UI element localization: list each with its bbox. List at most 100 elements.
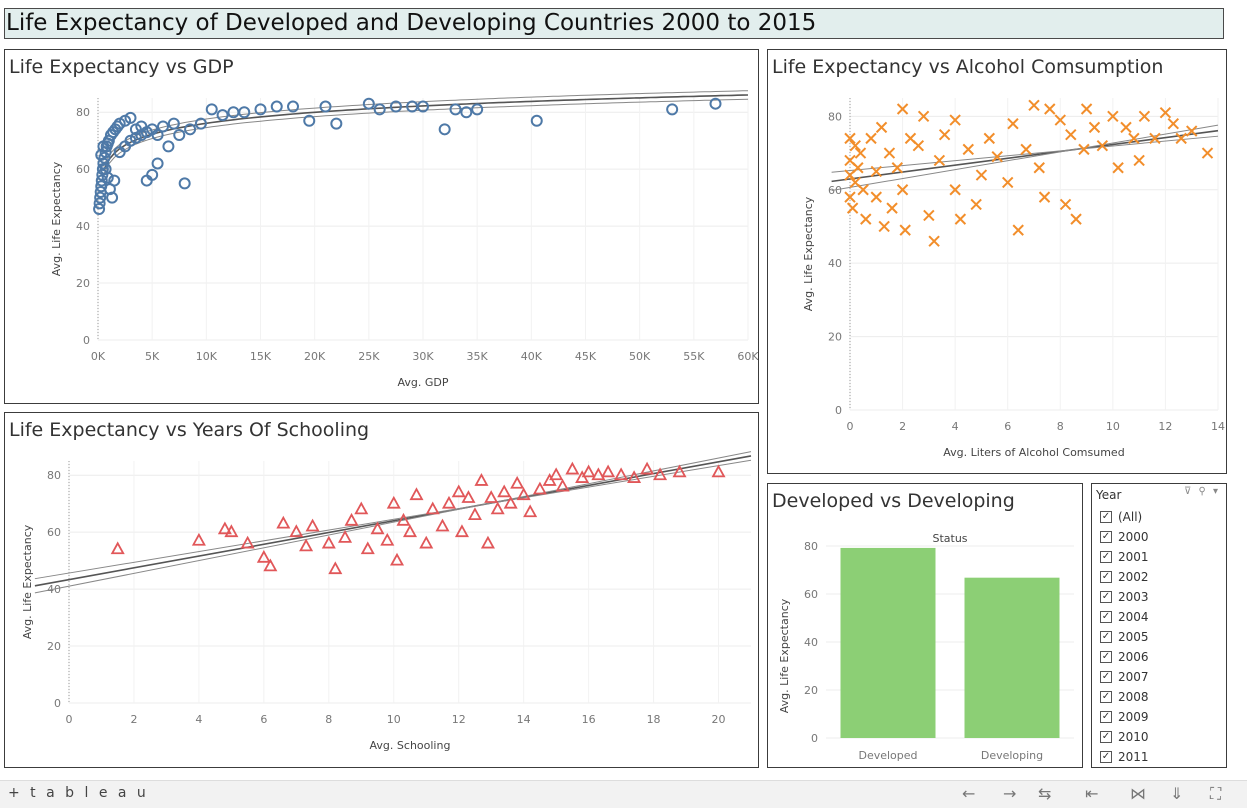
schooling-chart-panel[interactable]: Life Expectancy vs Years Of Schooling 0 2… (4, 412, 759, 768)
data-point (653, 467, 668, 481)
fullscreen-icon[interactable]: ⛶ (1210, 784, 1222, 803)
data-point (970, 198, 982, 211)
year-filter-option[interactable]: ✓ 2003 (1100, 588, 1149, 606)
y-tick-label: 0 (83, 334, 90, 347)
data-point (389, 552, 405, 566)
checkbox-checked-icon[interactable]: ✓ (1100, 591, 1112, 603)
data-point (328, 561, 343, 575)
data-point (591, 467, 606, 481)
status-chart-title: Developed vs Developing (772, 490, 1015, 512)
data-point (852, 162, 864, 174)
redo-icon[interactable]: → (1003, 784, 1017, 803)
data-point (217, 521, 232, 535)
x-tick-label: 14 (1211, 420, 1225, 433)
data-point (417, 100, 429, 113)
data-point (1175, 132, 1187, 145)
gdp-chart[interactable]: 0 20 40 60 80 0K 5K 10K 15K 20K 25K 30K 35K 40K 45K 50K… (5, 50, 758, 403)
checkbox-checked-icon[interactable]: ✓ (1100, 611, 1112, 623)
data-point (321, 535, 336, 549)
year-filter-option[interactable]: ✓ 2006 (1100, 648, 1149, 666)
year-filter-option[interactable]: ✓ 2001 (1100, 548, 1149, 566)
status-chart-panel[interactable]: Developed vs Developing Status 0 20 40 60 80 A… (767, 483, 1083, 768)
year-filter-option[interactable]: ✓ 2009 (1100, 708, 1149, 726)
data-point (263, 558, 278, 572)
year-filter-option[interactable]: ✓ 2004 (1100, 608, 1149, 626)
data-point (1201, 147, 1214, 159)
data-point (93, 203, 106, 216)
y-tick-label: 80 (828, 110, 842, 123)
data-point (1159, 106, 1172, 119)
x-tick-label: 6 (260, 713, 267, 726)
checkbox-checked-icon[interactable]: ✓ (1100, 631, 1112, 643)
data-point (983, 132, 996, 145)
data-point (510, 475, 525, 489)
data-point (238, 106, 251, 119)
tableau-logo: + t a b l e a u (8, 785, 149, 801)
y-axis-label: Avg. Life Expectancy (50, 161, 63, 276)
reset-icon[interactable]: ⇤ (1085, 784, 1099, 803)
x-tick-label: 16 (582, 713, 596, 726)
year-filter-option[interactable]: ✓ 2008 (1100, 688, 1149, 706)
year-filter-option[interactable]: ✓ 2010 (1100, 728, 1149, 746)
data-point (461, 490, 476, 503)
category-label: Developing (981, 749, 1043, 762)
data-point (97, 140, 110, 153)
schooling-chart[interactable]: 02040608002468101214161820Avg. Schooling… (5, 413, 758, 767)
data-point (101, 171, 114, 184)
data-point (896, 103, 909, 115)
checkbox-checked-icon[interactable]: ✓ (1100, 691, 1112, 703)
gdp-chart-panel[interactable]: Life Expectancy vs GDP 0 20 40 60 80 0K 5K 10K 1… (4, 49, 759, 404)
share-icon[interactable]: ⋈ (1130, 784, 1146, 803)
category-label: Developed (858, 749, 917, 762)
data-point (870, 191, 882, 203)
checkbox-checked-icon[interactable]: ✓ (1100, 651, 1112, 663)
y-tick-label: 60 (47, 526, 61, 539)
data-point (1054, 114, 1066, 126)
y-axis-label: Avg. Life Expectancy (21, 524, 34, 639)
year-filter-option-label: 2011 (1118, 750, 1149, 764)
checkbox-checked-icon[interactable]: ✓ (1100, 531, 1112, 543)
alcohol-chart-panel[interactable]: Life Expectancy vs Alcohol Comsumption 0… (767, 49, 1227, 474)
data-point (1107, 110, 1119, 123)
year-filter-option[interactable]: ✓ 2002 (1100, 568, 1149, 586)
checkbox-checked-icon[interactable]: ✓ (1100, 711, 1112, 723)
x-tick-label: 60K (737, 350, 758, 363)
year-filter-option-label: 2009 (1118, 710, 1149, 724)
checkbox-checked-icon[interactable]: ✓ (1100, 731, 1112, 743)
data-point (151, 157, 164, 170)
year-filter-option[interactable]: ✓ 2011 (1100, 748, 1149, 766)
year-filter-option[interactable]: ✓ (All) (1100, 508, 1142, 526)
year-filter-option[interactable]: ✓ 2007 (1100, 668, 1149, 686)
data-point (991, 151, 1003, 163)
revert-icon[interactable]: ⇆ (1038, 784, 1052, 803)
data-point (396, 512, 411, 526)
data-point (883, 147, 896, 159)
data-point (875, 121, 888, 134)
data-point (98, 151, 111, 164)
year-filter-option-label: (All) (1118, 510, 1143, 524)
year-filter[interactable]: Year ⊽ ⚲ ▾ ✓ (All) ✓ 2000 ✓ 2001 ✓ 2002 ✓ 2003 ✓ 20… (1091, 483, 1227, 768)
data-point (896, 184, 909, 196)
undo-icon[interactable]: ← (962, 784, 976, 803)
x-tick-label: 0 (66, 713, 73, 726)
data-point (878, 220, 890, 233)
checkbox-checked-icon[interactable]: ✓ (1100, 511, 1112, 523)
data-point (205, 103, 218, 116)
download-icon[interactable]: ⇓ (1170, 784, 1184, 803)
filter-menu-icon[interactable]: ⊽ ⚲ ▾ (1183, 486, 1220, 497)
checkbox-checked-icon[interactable]: ✓ (1100, 751, 1112, 763)
checkbox-checked-icon[interactable]: ✓ (1100, 671, 1112, 683)
data-point (484, 490, 499, 503)
x-tick-label: 12 (452, 713, 466, 726)
year-filter-option[interactable]: ✓ 2005 (1100, 628, 1149, 646)
x-tick-label: 14 (517, 713, 531, 726)
x-tick-label: 40K (521, 350, 543, 363)
checkbox-checked-icon[interactable]: ✓ (1100, 571, 1112, 583)
year-filter-option[interactable]: ✓ 2000 (1100, 528, 1149, 546)
checkbox-checked-icon[interactable]: ✓ (1100, 551, 1112, 563)
y-tick-label: 0 (835, 404, 842, 417)
bar (964, 577, 1060, 738)
data-point (330, 117, 343, 130)
